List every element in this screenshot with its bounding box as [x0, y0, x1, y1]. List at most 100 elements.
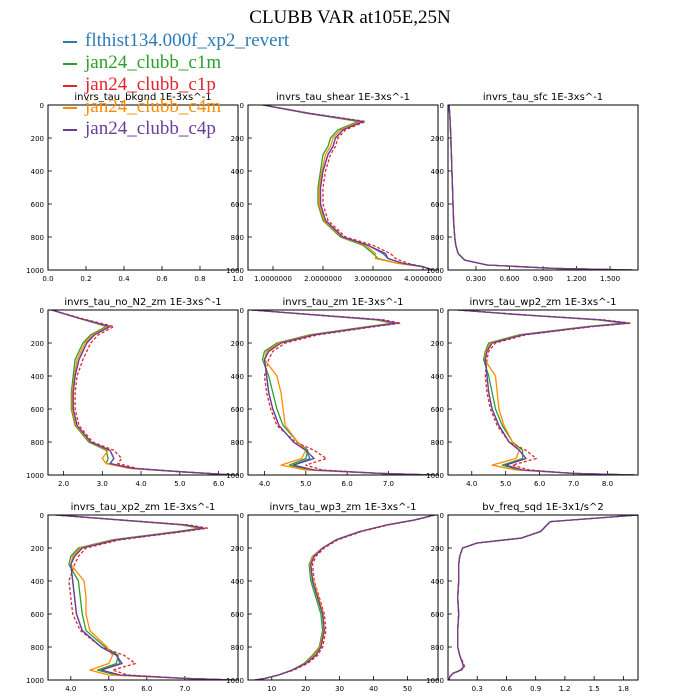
series-line	[448, 105, 633, 270]
y-tick-label: 600	[431, 201, 444, 209]
legend-label: jan24_clubb_c4p	[85, 118, 216, 139]
series-line	[254, 515, 435, 680]
y-tick-label: 1000	[226, 472, 244, 480]
series-line	[51, 310, 235, 475]
x-tick-label: 0.900	[533, 275, 553, 283]
x-tick-label: 6.0	[534, 480, 545, 488]
y-tick-label: 1000	[426, 472, 444, 480]
series-line	[51, 310, 235, 475]
series-line	[448, 515, 638, 680]
x-tick-label: 2.0	[58, 480, 69, 488]
series-line	[448, 515, 638, 680]
y-tick-label: 800	[231, 439, 244, 447]
y-tick-label: 800	[231, 234, 244, 242]
panel-title: invrs_tau_sfc 1E-3xs^-1	[483, 92, 603, 103]
series-line	[458, 310, 635, 475]
series-line	[262, 105, 434, 270]
series-line	[448, 105, 633, 270]
y-tick-label: 0	[40, 512, 44, 520]
chart-panel: invrs_tau_wp3_zm 1E-3xs^-1 0 200 400 600 800 1…	[226, 502, 439, 693]
panel-title: invrs_tau_wp2_zm 1E-3xs^-1	[470, 297, 617, 308]
panel-title: invrs_tau_no_N2_zm 1E-3xs^-1	[64, 297, 221, 308]
y-tick-label: 400	[31, 373, 44, 381]
plot-frame	[47, 104, 239, 271]
y-tick-label: 600	[31, 611, 44, 619]
y-tick-label: 0	[440, 102, 444, 110]
series-line	[458, 310, 635, 475]
legend-label: flthist134.000f_xp2_revert	[85, 30, 290, 51]
series-line	[254, 515, 435, 680]
x-tick-label: 3.0	[97, 480, 108, 488]
series-line	[51, 310, 235, 475]
x-tick-label: 0.8	[194, 275, 205, 283]
y-tick-label: 400	[231, 373, 244, 381]
series-line	[51, 310, 235, 475]
y-tick-label: 800	[31, 234, 44, 242]
plot-frame	[47, 309, 239, 476]
series-line	[252, 310, 434, 475]
x-tick-label: 7.0	[383, 480, 394, 488]
y-tick-label: 200	[431, 340, 444, 348]
series-line	[254, 515, 435, 680]
panel-title: invrs_tau_zm 1E-3xs^-1	[282, 297, 403, 308]
y-tick-label: 800	[231, 644, 244, 652]
x-tick-label: 1.5	[589, 685, 600, 693]
chart-panel: bv_freq_sqd 1E-3x1/s^2 0 200 400 600 800 1000 0…	[426, 502, 639, 693]
y-tick-label: 800	[431, 234, 444, 242]
x-tick-label: 1.0	[232, 275, 243, 283]
series-line	[55, 515, 235, 680]
series-line	[448, 515, 638, 680]
y-tick-label: 800	[431, 644, 444, 652]
y-tick-label: 400	[31, 168, 44, 176]
legend-item: jan24_clubb_c4m	[63, 96, 289, 118]
x-tick-label: 10	[267, 685, 276, 693]
x-tick-label: 5.0	[300, 480, 311, 488]
y-tick-label: 600	[431, 406, 444, 414]
legend-swatch	[63, 106, 77, 109]
y-tick-label: 600	[231, 611, 244, 619]
y-tick-label: 1000	[226, 267, 244, 275]
series-line	[55, 515, 235, 680]
legend-item: jan24_clubb_c4p	[63, 118, 289, 140]
y-tick-label: 400	[231, 578, 244, 586]
y-tick-label: 1000	[426, 677, 444, 685]
y-tick-label: 400	[431, 168, 444, 176]
y-tick-label: 400	[431, 578, 444, 586]
x-tick-label: 0.4	[118, 275, 130, 283]
x-tick-label: 7.0	[179, 685, 190, 693]
y-tick-label: 1000	[226, 677, 244, 685]
x-tick-label: 1.500	[600, 275, 620, 283]
chart-panel: invrs_tau_wp2_zm 1E-3xs^-1 0 200 400 600 800 1…	[426, 297, 639, 488]
y-tick-label: 600	[231, 406, 244, 414]
series-line	[254, 515, 435, 680]
chart-panel: invrs_tau_sfc 1E-3xs^-1 0 200 400 600 800 1000…	[426, 92, 639, 283]
series-line	[252, 310, 434, 475]
legend-item: jan24_clubb_c1p	[63, 74, 289, 96]
panel-title: invrs_tau_xp2_zm 1E-3xs^-1	[71, 502, 216, 513]
y-tick-label: 200	[231, 340, 244, 348]
y-tick-label: 1000	[26, 472, 44, 480]
y-tick-label: 400	[431, 373, 444, 381]
panel-title: invrs_tau_bkgnd 1E-3xs^-1	[74, 92, 211, 103]
series-line	[458, 310, 635, 475]
y-tick-label: 0	[240, 512, 244, 520]
chart-panel: invrs_tau_bkgnd 1E-3xs^-1 0 200 400 600 800 10…	[26, 92, 243, 283]
x-tick-label: 6.0	[141, 685, 152, 693]
x-tick-label: 7.0	[568, 480, 579, 488]
y-tick-label: 0	[40, 307, 44, 315]
y-tick-label: 200	[231, 135, 244, 143]
panel-title: invrs_tau_shear 1E-3xs^-1	[276, 92, 410, 103]
y-tick-label: 600	[431, 611, 444, 619]
page-title: CLUBB VAR at105E,25N	[249, 7, 451, 28]
legend-label: jan24_clubb_c4m	[85, 96, 222, 117]
plot-frame	[447, 309, 639, 476]
x-tick-label: 50	[403, 685, 412, 693]
x-tick-label: 0.6	[156, 275, 168, 283]
y-tick-label: 0	[440, 512, 444, 520]
series-line	[448, 105, 633, 270]
y-tick-label: 400	[31, 578, 44, 586]
y-tick-label: 0	[240, 102, 244, 110]
legend-item: jan24_clubb_c1m	[63, 52, 289, 74]
series-line	[254, 515, 435, 680]
